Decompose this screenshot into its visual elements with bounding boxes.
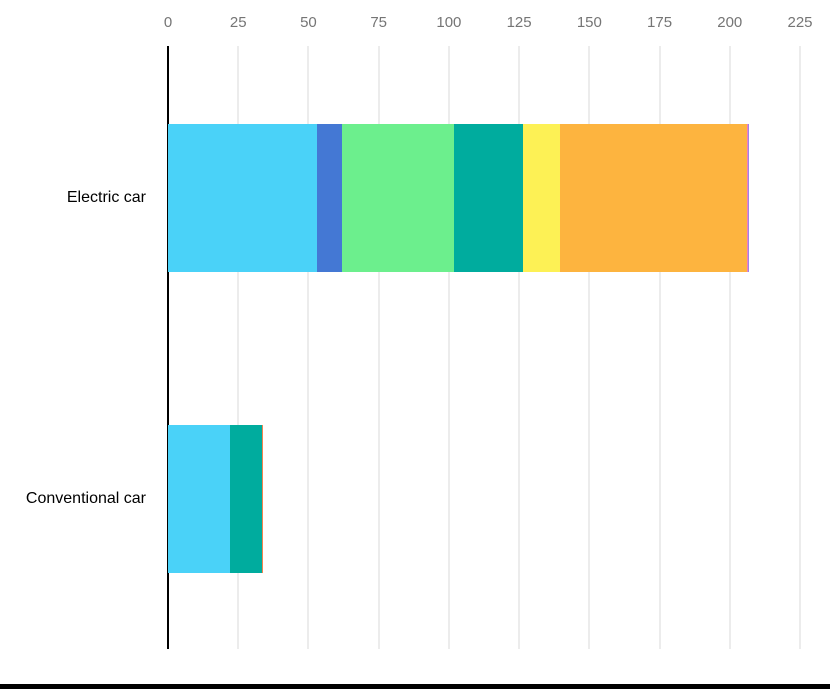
gridline — [307, 46, 310, 649]
axis-tick-label: 175 — [647, 14, 673, 31]
bar-segment-pink — [746, 124, 748, 272]
axis-tick-label: 100 — [436, 14, 462, 31]
bottom-border-bar — [0, 684, 830, 689]
category-label: Conventional car — [25, 490, 146, 507]
bar-segment-cyan — [168, 124, 317, 272]
axis-tick-label: 75 — [370, 14, 387, 31]
bar-segment-teal — [229, 425, 263, 573]
bar-row — [168, 425, 264, 573]
axis-tick-label: 0 — [163, 14, 173, 31]
bar-segment-cyan — [168, 425, 230, 573]
zero-baseline — [167, 46, 169, 649]
bar-segment-salmon — [262, 425, 264, 573]
gridline — [799, 46, 801, 649]
bar-row — [168, 124, 750, 272]
bar-segment-green — [342, 124, 455, 272]
bar-segment-orange — [559, 124, 747, 272]
axis-tick-label: 25 — [229, 14, 247, 31]
gridline — [377, 46, 380, 649]
axis-tick-label: 225 — [787, 14, 813, 31]
gridline — [588, 46, 591, 649]
gridline — [658, 46, 661, 649]
gridline — [518, 46, 521, 649]
axis-tick-label: 200 — [717, 14, 743, 31]
axis-tick-label: 50 — [300, 14, 317, 31]
bar-segment-teal — [454, 124, 524, 272]
axis-tick-label: 125 — [506, 14, 532, 31]
bar-segment-yellow — [523, 124, 560, 272]
axis-tick-label: 150 — [576, 14, 602, 31]
gridline — [728, 46, 731, 649]
bar-segment-blue — [316, 124, 343, 272]
gridline — [447, 46, 450, 649]
bar-segment-purple — [747, 124, 750, 272]
category-label: Electric car — [66, 189, 146, 206]
gridline — [237, 46, 240, 649]
